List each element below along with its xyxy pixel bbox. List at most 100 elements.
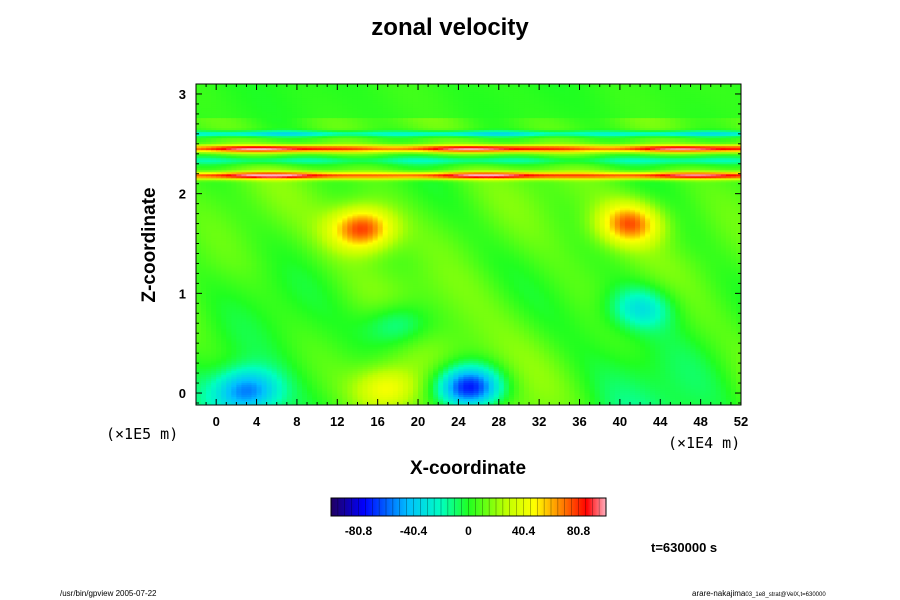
heatmap-cell — [261, 246, 268, 250]
heatmap-cell — [251, 98, 258, 101]
heatmap-cell — [271, 270, 278, 274]
heatmap-cell — [231, 270, 237, 274]
heatmap-cell — [231, 162, 237, 165]
heatmap-cell — [256, 100, 263, 103]
heatmap-cell — [291, 92, 298, 95]
heatmap-cell — [271, 136, 278, 139]
heatmap-cell — [261, 174, 268, 177]
heatmap-cell — [256, 158, 263, 161]
heatmap-cell — [342, 112, 348, 115]
heatmap-cell — [317, 168, 323, 171]
heatmap-cell — [271, 186, 278, 189]
heatmap-cell — [271, 284, 278, 288]
heatmap-cell — [301, 372, 308, 376]
heatmap-cell — [322, 250, 328, 254]
heatmap-cell — [332, 152, 338, 155]
heatmap-cell — [337, 108, 343, 111]
heatmap-cell — [206, 192, 212, 195]
heatmap-cell — [342, 236, 348, 240]
heatmap-cell — [236, 218, 243, 222]
heatmap-cell — [332, 88, 338, 91]
heatmap-cell — [226, 256, 232, 260]
heatmap-cell — [196, 248, 202, 252]
heatmap-cell — [201, 372, 207, 376]
heatmap-cell — [251, 374, 258, 378]
heatmap-cell — [312, 206, 318, 209]
heatmap-cell — [271, 342, 278, 346]
heatmap-cell — [251, 124, 258, 127]
heatmap-cell — [296, 150, 303, 153]
heatmap-cell — [256, 332, 263, 336]
heatmap-cell — [236, 290, 243, 294]
heatmap-cell — [251, 126, 258, 129]
heatmap-cell — [291, 250, 298, 254]
heatmap-cell — [236, 164, 243, 167]
heatmap-cell — [291, 374, 298, 378]
heatmap-cell — [201, 308, 207, 312]
heatmap-cell — [312, 276, 318, 280]
heatmap-cell — [271, 104, 278, 107]
heatmap-cell — [296, 230, 303, 234]
heatmap-cell — [221, 188, 227, 191]
heatmap-cell — [196, 164, 202, 167]
heatmap-cell — [256, 96, 263, 99]
heatmap-cell — [261, 368, 268, 372]
heatmap-cell — [211, 300, 217, 304]
heatmap-cell — [327, 292, 333, 296]
heatmap-cell — [236, 234, 243, 238]
heatmap-cell — [231, 176, 237, 179]
heatmap-cell — [327, 260, 333, 264]
heatmap-cell — [201, 140, 207, 143]
heatmap-cell — [226, 312, 232, 316]
heatmap-cell — [236, 394, 243, 398]
heatmap-cell — [201, 290, 207, 294]
heatmap-cell — [206, 102, 212, 105]
heatmap-cell — [266, 354, 273, 358]
heatmap-cell — [291, 180, 298, 183]
heatmap-cell — [322, 234, 328, 238]
heatmap-cell — [241, 282, 248, 286]
heatmap-cell — [266, 96, 273, 99]
heatmap-cell — [246, 316, 253, 320]
heatmap-cell — [281, 116, 288, 119]
heatmap-cell — [327, 220, 333, 224]
heatmap-cell — [246, 206, 253, 209]
heatmap-cell — [196, 214, 202, 218]
heatmap-cell — [236, 100, 243, 103]
heatmap-cell — [221, 132, 227, 135]
heatmap-cell — [291, 224, 298, 228]
heatmap-cell — [256, 156, 263, 159]
heatmap-cell — [307, 298, 313, 302]
heatmap-cell — [327, 124, 333, 127]
heatmap-cell — [307, 104, 313, 107]
heatmap-cell — [196, 244, 202, 248]
heatmap-cell — [221, 334, 227, 338]
heatmap-cell — [312, 194, 318, 197]
heatmap-cell — [296, 234, 303, 238]
heatmap-cell — [271, 242, 278, 246]
heatmap-cell — [332, 208, 338, 211]
heatmap-cell — [307, 224, 313, 228]
heatmap-cell — [256, 186, 263, 189]
heatmap-cell — [251, 276, 258, 280]
heatmap-cell — [221, 136, 227, 139]
heatmap-cell — [296, 194, 303, 197]
heatmap-cell — [312, 342, 318, 346]
heatmap-cell — [261, 302, 268, 306]
heatmap-cell — [322, 358, 328, 362]
heatmap-cell — [261, 112, 268, 115]
heatmap-cell — [196, 188, 202, 191]
heatmap-cell — [221, 330, 227, 334]
heatmap-cell — [286, 162, 293, 165]
heatmap-cell — [216, 376, 222, 380]
heatmap-cell — [261, 158, 268, 161]
heatmap-cell — [266, 218, 273, 222]
heatmap-cell — [271, 84, 278, 87]
heatmap-cell — [291, 370, 298, 374]
heatmap-cell — [266, 376, 273, 380]
heatmap-cell — [211, 106, 217, 109]
heatmap-cell — [221, 192, 227, 195]
heatmap-cell — [291, 238, 298, 242]
heatmap-cell — [201, 178, 207, 181]
heatmap-cell — [221, 358, 227, 362]
